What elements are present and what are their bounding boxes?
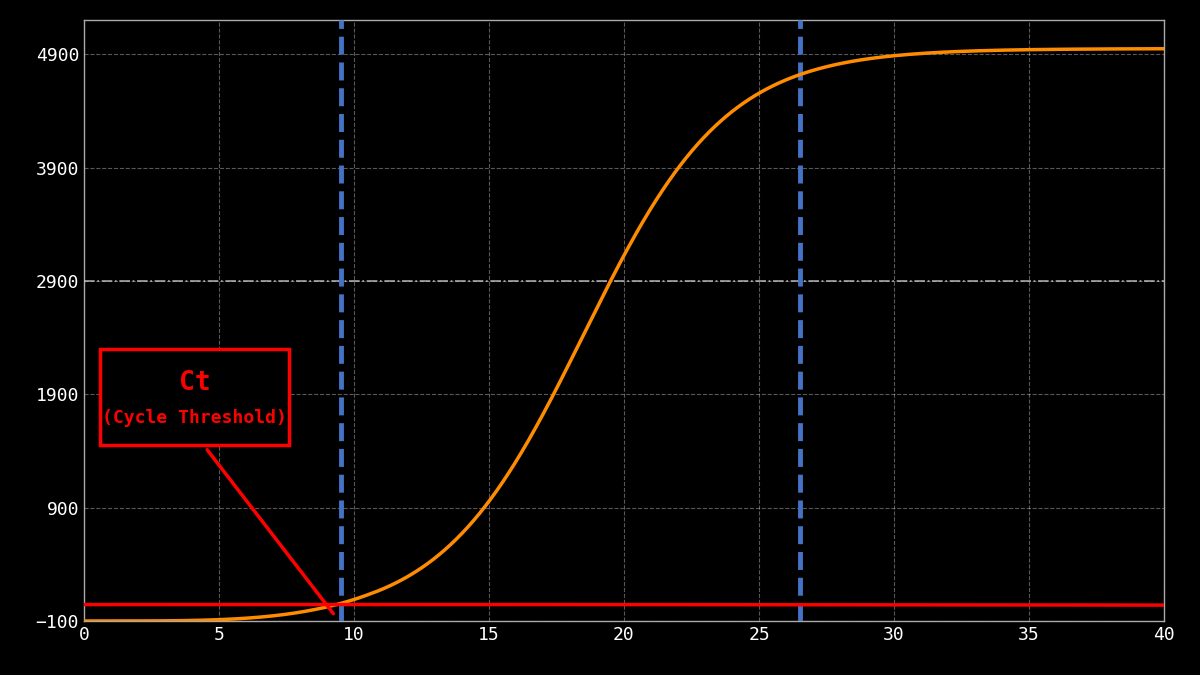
Text: Ct: Ct [179, 370, 210, 396]
Bar [101, 349, 289, 446]
Text: (Cycle Threshold): (Cycle Threshold) [102, 409, 287, 427]
